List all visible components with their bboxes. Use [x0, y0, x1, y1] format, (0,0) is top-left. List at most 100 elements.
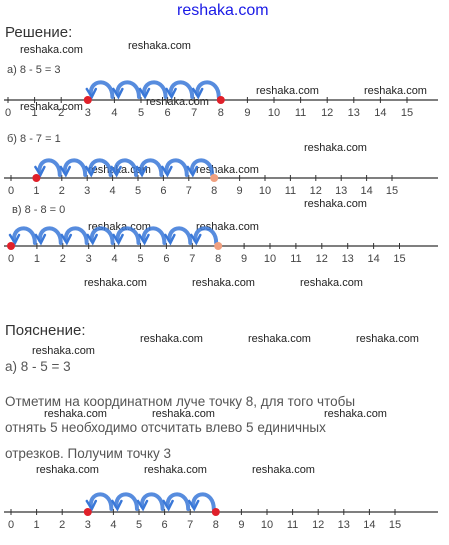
tick-label: 7 [186, 185, 192, 197]
jump-arc [165, 492, 191, 511]
jump-arc [167, 226, 193, 245]
tick-label: 15 [389, 519, 401, 531]
tick-label: 10 [261, 519, 273, 531]
jump-arrow-icon [186, 165, 199, 178]
jump-arrow-icon [162, 499, 174, 512]
jump-arc [88, 492, 114, 511]
tick-label: 8 [215, 253, 221, 265]
jump-arrow-icon [112, 233, 124, 246]
jump-arrow-icon [165, 87, 177, 100]
tick-label: 3 [84, 185, 90, 197]
watermark: reshaka.com [256, 85, 319, 97]
jump-arc [63, 226, 89, 245]
start-point [214, 242, 223, 250]
jump-arc [89, 226, 115, 245]
tick-label: 15 [401, 107, 413, 119]
jump-arc [193, 226, 219, 245]
tick-label: 1 [34, 253, 40, 265]
jump-arrow-icon [8, 233, 21, 246]
tick-label: 3 [85, 519, 91, 531]
explanation-line-3: отрезков. Получим точку 3 [5, 446, 172, 461]
jump-arc [114, 492, 139, 511]
tick-label: 12 [312, 519, 324, 531]
tick-label: 8 [218, 107, 224, 119]
explanation-heading: Пояснение: [5, 322, 86, 339]
jump-arrow-icon [190, 233, 202, 246]
jump-arc [115, 80, 141, 99]
tick-label: 8 [213, 519, 219, 531]
tick-label: 14 [374, 107, 386, 119]
jump-arrow-icon [60, 233, 73, 246]
jump-arc [141, 226, 167, 245]
tick-label: 13 [342, 253, 354, 265]
tick-label: 14 [360, 185, 372, 197]
jump-arrow-icon [85, 499, 98, 512]
tick-label: 5 [137, 253, 143, 265]
jump-arc [139, 158, 164, 177]
end-point [83, 508, 92, 516]
example-label-c: в) 8 - 8 = 0 [12, 204, 66, 216]
explanation-line-1: Отметим на координатном луче точку 8, дл… [5, 394, 356, 409]
tick-label: 2 [58, 107, 64, 119]
tick-label: 3 [86, 253, 92, 265]
jump-arrow-icon [135, 165, 148, 178]
jump-arrow-icon [187, 499, 200, 512]
end-point [32, 174, 41, 182]
watermark: reshaka.com [140, 333, 203, 345]
tick-label: 9 [238, 519, 244, 531]
example-label-b: б) 8 - 7 = 1 [7, 133, 61, 145]
watermark: reshaka.com [324, 408, 387, 420]
watermark: reshaka.com [252, 464, 315, 476]
watermark: reshaka.com [144, 464, 207, 476]
jump-arc [195, 80, 221, 99]
watermark: reshaka.com [32, 345, 95, 357]
tick-label: 6 [165, 107, 171, 119]
jump-arrow-icon [84, 165, 97, 178]
jump-arrow-icon [85, 87, 98, 100]
tick-label: 10 [259, 185, 271, 197]
tick-label: 5 [136, 519, 142, 531]
tick-label: 2 [59, 185, 65, 197]
start-point [211, 508, 220, 516]
tick-label: 6 [160, 185, 166, 197]
jump-arc [12, 226, 37, 245]
watermark: reshaka.com [128, 40, 191, 52]
tick-label: 5 [135, 185, 141, 197]
tick-label: 10 [268, 107, 280, 119]
tick-label: 12 [321, 107, 333, 119]
site-title[interactable]: reshaka.com [177, 2, 269, 19]
jump-arrow-icon [59, 165, 72, 178]
tick-label: 11 [295, 107, 306, 119]
jump-arrow-icon [161, 165, 173, 178]
jump-arrow-icon [34, 165, 46, 178]
watermark: reshaka.com [304, 198, 367, 210]
jump-arc [189, 158, 215, 177]
tick-label: 4 [112, 253, 118, 265]
tick-label: 13 [335, 185, 347, 197]
jump-arrow-icon [164, 233, 176, 246]
tick-label: 4 [110, 185, 116, 197]
jump-arrow-icon [136, 499, 149, 512]
start-point [216, 96, 225, 104]
jump-arc [168, 80, 195, 99]
tick-label: 13 [348, 107, 360, 119]
jump-arrow-icon [110, 165, 122, 178]
jump-arc [62, 158, 88, 177]
tick-label: 4 [110, 519, 116, 531]
jump-arrow-icon [138, 87, 151, 100]
tick-label: 9 [241, 253, 247, 265]
jump-arrow-icon [111, 499, 123, 512]
jump-arc [140, 492, 165, 511]
tick-label: 14 [367, 253, 379, 265]
jump-arc [113, 158, 138, 177]
jump-arrow-icon [191, 87, 204, 100]
tick-label: 6 [162, 519, 168, 531]
tick-label: 0 [5, 107, 11, 119]
tick-label: 6 [163, 253, 169, 265]
tick-label: 2 [60, 253, 66, 265]
jump-arc [142, 80, 168, 99]
tick-label: 3 [85, 107, 91, 119]
watermark: reshaka.com [152, 408, 215, 420]
watermark: reshaka.com [146, 96, 209, 108]
